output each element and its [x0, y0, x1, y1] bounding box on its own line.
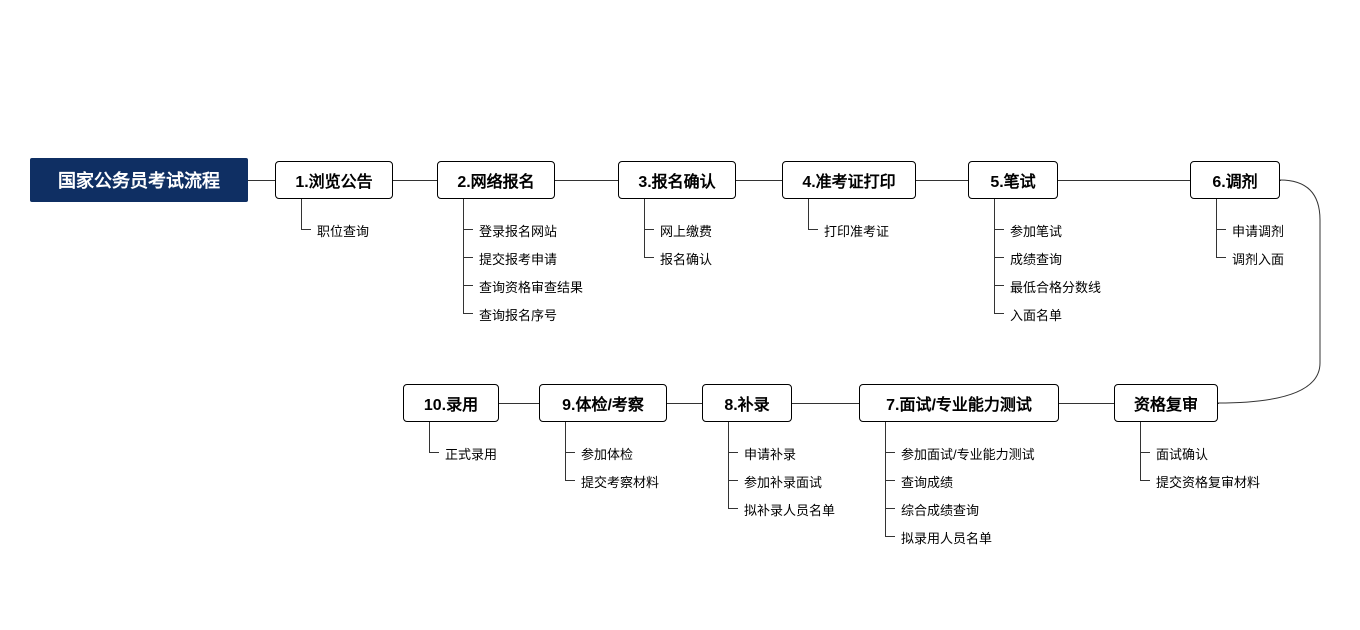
flow-sub-n5-1: 成绩查询 [1010, 249, 1062, 268]
flow-sub-n6-0: 申请调剂 [1232, 221, 1284, 240]
flow-sub-n5-2: 最低合格分数线 [1010, 277, 1101, 296]
flow-sub-n1-0: 职位查询 [317, 221, 369, 240]
flow-title: 国家公务员考试流程 [30, 158, 248, 202]
flow-sub-n6-1: 调剂入面 [1232, 249, 1284, 268]
flow-sub-n7-2: 综合成绩查询 [901, 500, 979, 519]
flow-sub-n8-2: 拟补录人员名单 [744, 500, 835, 519]
flow-sub-n3-0: 网上缴费 [660, 221, 712, 240]
flow-sub-n5-3: 入面名单 [1010, 305, 1062, 324]
flow-sub-n7-1: 查询成绩 [901, 472, 953, 491]
flow-node-n8: 8.补录 [702, 384, 792, 422]
flow-node-n9: 9.体检/考察 [539, 384, 667, 422]
flow-sub-nq-0: 面试确认 [1156, 444, 1208, 463]
flow-node-n5: 5.笔试 [968, 161, 1058, 199]
flow-sub-n9-0: 参加体检 [581, 444, 633, 463]
flow-sub-n8-0: 申请补录 [744, 444, 796, 463]
flow-node-n7: 7.面试/专业能力测试 [859, 384, 1059, 422]
flow-node-nq: 资格复审 [1114, 384, 1218, 422]
flow-sub-n10-0: 正式录用 [445, 444, 497, 463]
flow-sub-n2-3: 查询报名序号 [479, 305, 557, 324]
flow-node-n6: 6.调剂 [1190, 161, 1280, 199]
flow-sub-n2-0: 登录报名网站 [479, 221, 557, 240]
flow-node-n4: 4.准考证打印 [782, 161, 916, 199]
flow-sub-n8-1: 参加补录面试 [744, 472, 822, 491]
flow-node-n3: 3.报名确认 [618, 161, 736, 199]
flow-sub-n2-2: 查询资格审查结果 [479, 277, 583, 296]
flow-sub-n4-0: 打印准考证 [824, 221, 889, 240]
flow-sub-n2-1: 提交报考申请 [479, 249, 557, 268]
flow-node-n10: 10.录用 [403, 384, 499, 422]
flow-node-n1: 1.浏览公告 [275, 161, 393, 199]
flow-sub-n5-0: 参加笔试 [1010, 221, 1062, 240]
flow-sub-n3-1: 报名确认 [660, 249, 712, 268]
flow-node-n2: 2.网络报名 [437, 161, 555, 199]
flow-sub-n7-3: 拟录用人员名单 [901, 528, 992, 547]
flow-sub-n7-0: 参加面试/专业能力测试 [901, 444, 1035, 463]
flow-sub-n9-1: 提交考察材料 [581, 472, 659, 491]
flow-sub-nq-1: 提交资格复审材料 [1156, 472, 1260, 491]
